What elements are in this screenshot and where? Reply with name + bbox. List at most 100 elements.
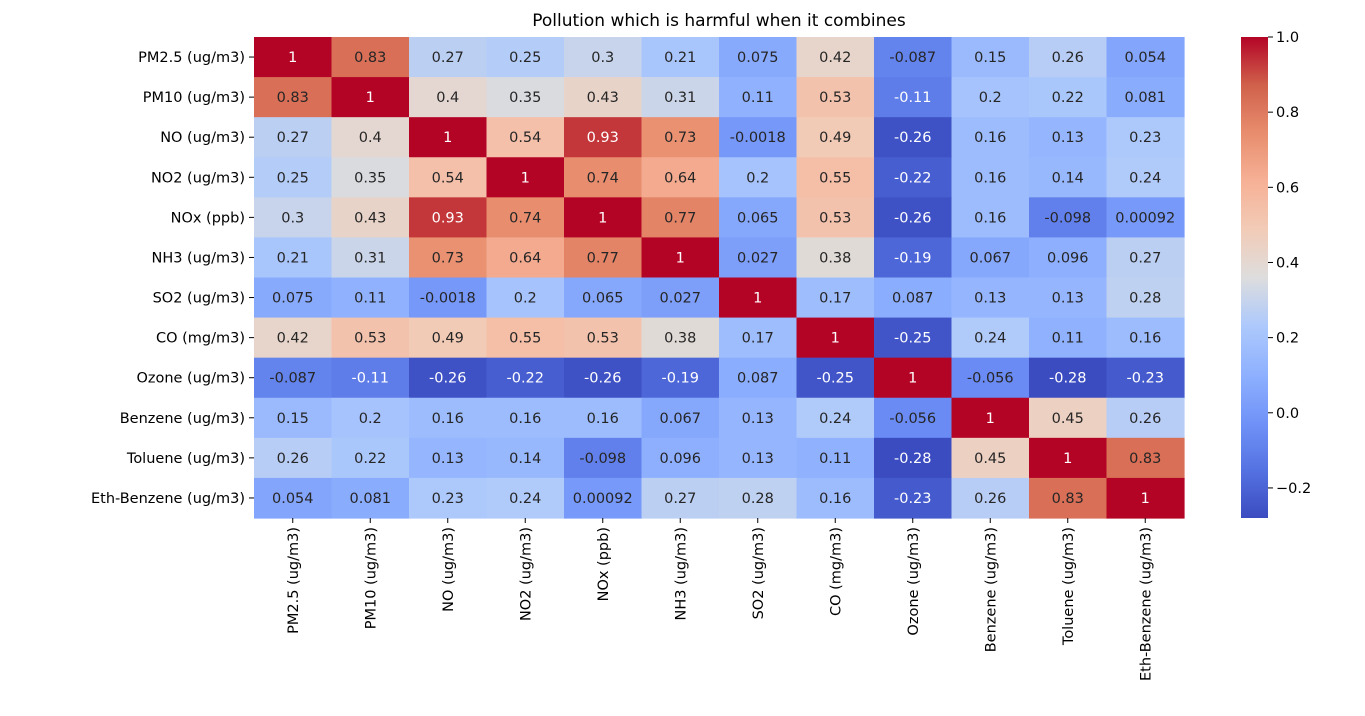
cell-value-label: 0.3 xyxy=(591,50,614,66)
row-label: SO2 (ug/m3) xyxy=(153,291,245,307)
colorbar-tick-label: 0.4 xyxy=(1276,255,1299,271)
row-label: NOx (ppb) xyxy=(171,210,245,226)
heatmap-cell xyxy=(641,197,720,239)
cell-value-label: 0.2 xyxy=(746,170,769,186)
cell-value-label: 0.14 xyxy=(1052,170,1084,186)
heatmap-cell xyxy=(409,477,488,519)
colorbar-tick-label: 0.6 xyxy=(1276,180,1299,196)
heatmap-cell xyxy=(796,277,875,319)
cell-value-label: 0.31 xyxy=(664,90,696,106)
cell-value-label: -0.087 xyxy=(269,371,316,387)
cell-value-label: 0.28 xyxy=(1129,291,1161,307)
cell-value-label: 1 xyxy=(443,130,452,146)
cell-value-label: 0.16 xyxy=(819,491,851,507)
heatmap-cell xyxy=(409,77,488,118)
cell-value-label: 0.31 xyxy=(354,250,386,266)
heatmap-cell xyxy=(951,437,1030,479)
cell-value-label: -0.26 xyxy=(894,210,932,226)
heatmap-cell xyxy=(564,317,643,359)
heatmap-cell xyxy=(719,237,798,279)
cell-value-label: 0.25 xyxy=(277,170,309,186)
cell-value-label: -0.056 xyxy=(967,371,1014,387)
cell-value-label: 0.13 xyxy=(742,451,774,467)
heatmap-cell xyxy=(254,397,333,439)
heatmap-cell xyxy=(951,77,1030,118)
cell-value-label: 0.14 xyxy=(509,451,541,467)
heatmap-cell xyxy=(409,317,488,359)
cell-value-label: 1 xyxy=(1063,451,1072,467)
cell-value-label: 0.13 xyxy=(1052,130,1084,146)
heatmap-cell xyxy=(1106,77,1185,118)
cell-value-label: 0.081 xyxy=(1124,90,1166,106)
cell-value-label: -0.19 xyxy=(661,371,699,387)
cell-value-label: 1 xyxy=(908,371,917,387)
cell-value-label: 0.49 xyxy=(432,331,464,347)
cell-value-label: 0.11 xyxy=(354,291,386,307)
heatmap-cell xyxy=(254,37,333,78)
cell-value-label: 0.16 xyxy=(974,210,1006,226)
heatmap-cell xyxy=(1029,117,1108,158)
row-labels: PM2.5 (ug/m3) PM10 (ug/m3) NO (ug/m3) NO2 (… xyxy=(91,50,254,507)
heatmap-cell xyxy=(796,117,875,158)
cell-value-label: 0.23 xyxy=(1129,130,1161,146)
cell-value-label: 0.096 xyxy=(1047,250,1089,266)
heatmap-cell xyxy=(1106,437,1185,479)
cell-value-label: -0.056 xyxy=(889,411,936,427)
cell-value-label: 0.16 xyxy=(1129,331,1161,347)
cell-value-label: 0.13 xyxy=(432,451,464,467)
cell-value-label: 0.3 xyxy=(281,210,304,226)
cell-value-label: -0.28 xyxy=(1049,371,1087,387)
heatmap-cell xyxy=(641,317,720,359)
colorbar-tick-label: 0.2 xyxy=(1276,331,1299,347)
heatmap-cell xyxy=(564,277,643,319)
cell-value-label: -0.22 xyxy=(894,170,932,186)
column-label: Benzene (ug/m3) xyxy=(983,527,999,652)
row-label: NO2 (ug/m3) xyxy=(151,170,245,186)
cell-value-label: 0.43 xyxy=(354,210,386,226)
cell-value-label: 0.054 xyxy=(272,491,314,507)
heatmap-cell xyxy=(719,397,798,439)
cell-value-label: 0.15 xyxy=(974,50,1006,66)
heatmap-cell xyxy=(409,37,488,78)
cell-value-label: -0.11 xyxy=(351,371,389,387)
heatmap-cell xyxy=(796,37,875,78)
cell-value-label: 0.26 xyxy=(974,491,1006,507)
cell-value-label: 1 xyxy=(831,331,840,347)
colorbar-tick-label: 0.8 xyxy=(1276,105,1299,121)
cell-value-label: -0.25 xyxy=(894,331,932,347)
heatmap-cell xyxy=(874,77,953,118)
cell-value-label: 1 xyxy=(366,90,375,106)
cell-value-label: 0.77 xyxy=(587,250,619,266)
colorbar-tick-label: 0.0 xyxy=(1276,406,1299,422)
column-label: Ozone (ug/m3) xyxy=(906,527,922,636)
cell-value-label: 0.83 xyxy=(1052,491,1084,507)
row-label: Ozone (ug/m3) xyxy=(136,371,245,387)
heatmap-cell xyxy=(719,117,798,158)
cell-value-label: 0.21 xyxy=(664,50,696,66)
cell-value-label: 0.13 xyxy=(742,411,774,427)
heatmap-cell xyxy=(254,77,333,118)
cell-value-label: 0.11 xyxy=(742,90,774,106)
heatmap-cell xyxy=(874,117,953,158)
column-label: NH3 (ug/m3) xyxy=(673,527,689,621)
heatmap-cell xyxy=(641,77,720,118)
row-label: NH3 (ug/m3) xyxy=(151,250,245,266)
cell-value-label: -0.11 xyxy=(894,90,932,106)
cell-value-label: 0.77 xyxy=(664,210,696,226)
cell-value-label: 0.35 xyxy=(509,90,541,106)
column-label: PM2.5 (ug/m3) xyxy=(286,527,302,634)
cell-value-label: 0.27 xyxy=(432,50,464,66)
cell-value-label: 0.26 xyxy=(277,451,309,467)
cell-value-label: 0.64 xyxy=(664,170,696,186)
cell-value-label: 0.16 xyxy=(432,411,464,427)
cell-value-label: 0.45 xyxy=(1052,411,1084,427)
cell-value-label: 1 xyxy=(986,411,995,427)
heatmap-cell xyxy=(641,477,720,519)
heatmap-cell xyxy=(874,157,953,198)
cell-value-label: 1 xyxy=(753,291,762,307)
colorbar: 1.0 0.8 0.6 0.4 0.2 0.0 −0.2 xyxy=(1241,30,1311,518)
cell-value-label: 0.55 xyxy=(509,331,541,347)
heatmap-cell xyxy=(719,357,798,399)
heatmap-cell xyxy=(874,277,953,319)
column-label: NO (ug/m3) xyxy=(441,527,457,612)
